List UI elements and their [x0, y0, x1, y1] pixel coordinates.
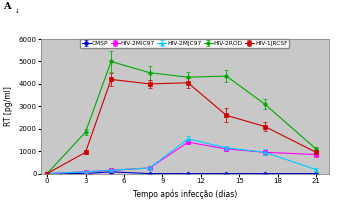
- Legend: CMSP, HIV-2MIC97, HIV-2MJC97, HIV-2ROD, HIV-1JRCSF: CMSP, HIV-2MIC97, HIV-2MJC97, HIV-2ROD, …: [80, 39, 289, 48]
- Y-axis label: RT [pg/ml]: RT [pg/ml]: [4, 86, 13, 126]
- X-axis label: Tempo após infecção (dias): Tempo após infecção (dias): [133, 189, 237, 199]
- Text: ↓: ↓: [15, 9, 20, 14]
- Text: A: A: [3, 2, 11, 11]
